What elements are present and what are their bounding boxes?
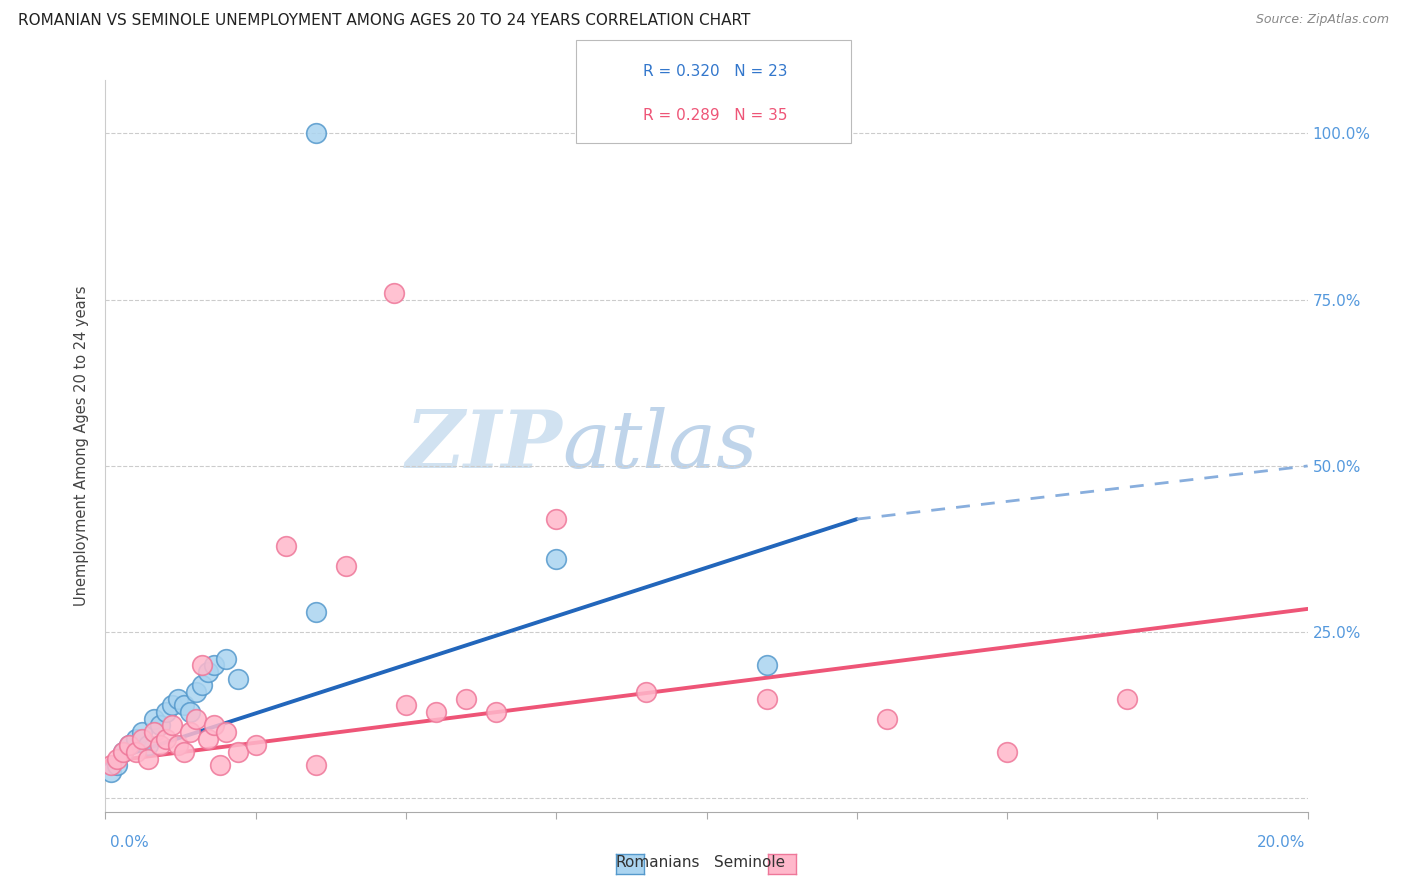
Point	[100, 764, 122, 779]
Point	[173, 745, 195, 759]
Point	[305, 127, 328, 141]
Point	[274, 539, 297, 553]
Point	[454, 691, 477, 706]
Text: Source: ZipAtlas.com: Source: ZipAtlas.com	[1256, 13, 1389, 27]
Point	[124, 731, 146, 746]
Point	[755, 691, 778, 706]
Point	[245, 738, 267, 752]
Point	[202, 718, 225, 732]
Text: atlas: atlas	[562, 408, 758, 484]
Point	[546, 552, 568, 566]
Point	[184, 685, 207, 699]
Point	[197, 665, 219, 679]
Point	[148, 738, 170, 752]
Point	[755, 658, 778, 673]
Point	[197, 731, 219, 746]
Point	[190, 658, 212, 673]
Point	[136, 751, 159, 765]
Point	[118, 738, 141, 752]
Point	[136, 738, 159, 752]
Text: R = 0.289   N = 35: R = 0.289 N = 35	[643, 109, 787, 123]
Point	[124, 745, 146, 759]
Point	[425, 705, 447, 719]
Point	[107, 751, 129, 765]
Y-axis label: Unemployment Among Ages 20 to 24 years: Unemployment Among Ages 20 to 24 years	[75, 285, 90, 607]
Point	[100, 758, 122, 772]
Point	[166, 738, 188, 752]
Text: Romanians: Romanians	[616, 855, 700, 870]
Point	[995, 745, 1018, 759]
Point	[155, 705, 177, 719]
Point	[155, 731, 177, 746]
Point	[202, 658, 225, 673]
Point	[208, 758, 231, 772]
Point	[142, 712, 165, 726]
Point	[382, 286, 405, 301]
Point	[131, 725, 153, 739]
Point	[160, 698, 183, 713]
Point	[190, 678, 212, 692]
Point	[112, 745, 135, 759]
Point	[160, 718, 183, 732]
Point	[395, 698, 418, 713]
Point	[107, 758, 129, 772]
Point	[166, 691, 188, 706]
Point	[173, 698, 195, 713]
Text: 0.0%: 0.0%	[110, 836, 149, 850]
Text: Seminole: Seminole	[714, 855, 786, 870]
Text: 20.0%: 20.0%	[1257, 836, 1305, 850]
Point	[636, 685, 658, 699]
Point	[1116, 691, 1139, 706]
Point	[226, 745, 249, 759]
Point	[179, 725, 201, 739]
Point	[335, 558, 357, 573]
Point	[179, 705, 201, 719]
Point	[876, 712, 898, 726]
Point	[546, 512, 568, 526]
Point	[305, 758, 328, 772]
Point	[305, 605, 328, 619]
Point	[184, 712, 207, 726]
Point	[214, 725, 236, 739]
Text: ZIP: ZIP	[405, 408, 562, 484]
Point	[148, 718, 170, 732]
Point	[485, 705, 508, 719]
Text: ROMANIAN VS SEMINOLE UNEMPLOYMENT AMONG AGES 20 TO 24 YEARS CORRELATION CHART: ROMANIAN VS SEMINOLE UNEMPLOYMENT AMONG …	[18, 13, 751, 29]
Point	[118, 738, 141, 752]
Point	[112, 745, 135, 759]
Point	[226, 672, 249, 686]
Point	[131, 731, 153, 746]
Point	[214, 652, 236, 666]
Point	[142, 725, 165, 739]
Text: R = 0.320   N = 23: R = 0.320 N = 23	[643, 64, 787, 78]
